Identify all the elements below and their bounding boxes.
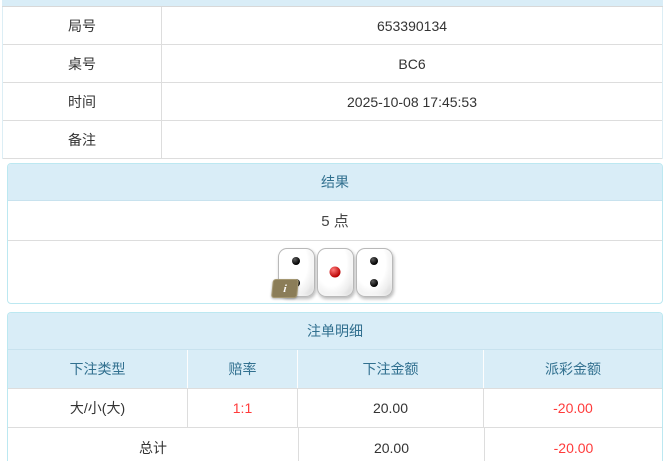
die-3-icon [355, 247, 393, 297]
bets-header-row: 下注类型 赔率 下注金额 派彩金额 [8, 350, 662, 388]
game-info-table: 局号 653390134 桌号 BC6 时间 2025-10-08 17:45:… [2, 7, 663, 159]
table-number-label: 桌号 [3, 45, 162, 82]
table-number-value: BC6 [398, 55, 426, 72]
total-label: 总计 [8, 428, 299, 461]
total-bet-amount: 20.00 [299, 428, 485, 461]
bet-type-value: 大/小(大) [8, 389, 188, 427]
table-row: 备注 [3, 121, 662, 159]
header-bet-amount: 下注金额 [298, 350, 484, 388]
table-row: 时间 2025-10-08 17:45:53 [3, 83, 662, 121]
info-icon[interactable]: i [271, 279, 299, 298]
bet-amount-value: 20.00 [298, 389, 484, 427]
bet-payout-value: -20.00 [553, 400, 593, 416]
bet-row: 大/小(大) 1:1 20.00 -20.00 [8, 388, 662, 427]
total-payout-amount: -20.00 [553, 440, 594, 456]
round-number-value: 653390134 [376, 17, 448, 34]
bet-details-panel: 注单明细 下注类型 赔率 下注金额 派彩金额 大/小(大) 1:1 20.00 … [7, 312, 663, 461]
remark-value [162, 121, 662, 158]
dice-row: i [8, 241, 662, 303]
table-row: 桌号 BC6 [3, 45, 662, 83]
time-value: 2025-10-08 17:45:53 [347, 93, 477, 110]
bet-details-title: 注单明细 [8, 313, 662, 350]
result-points: 5 点 [8, 201, 662, 241]
remark-label: 备注 [3, 121, 162, 158]
table-row: 局号 653390134 [3, 7, 662, 45]
result-panel-title: 结果 [8, 164, 662, 201]
result-panel: 结果 5 点 i [7, 163, 663, 304]
die-2-icon [316, 247, 354, 297]
top-heading-strip [2, 0, 663, 7]
bet-odds-value: 1:1 [188, 389, 298, 427]
header-odds: 赔率 [188, 350, 298, 388]
time-label: 时间 [3, 83, 162, 120]
header-payout-amount: 派彩金额 [545, 361, 601, 377]
header-bet-type: 下注类型 [8, 350, 188, 388]
total-row: 总计 20.00 -20.00 [8, 427, 662, 461]
round-number-label: 局号 [3, 7, 162, 44]
